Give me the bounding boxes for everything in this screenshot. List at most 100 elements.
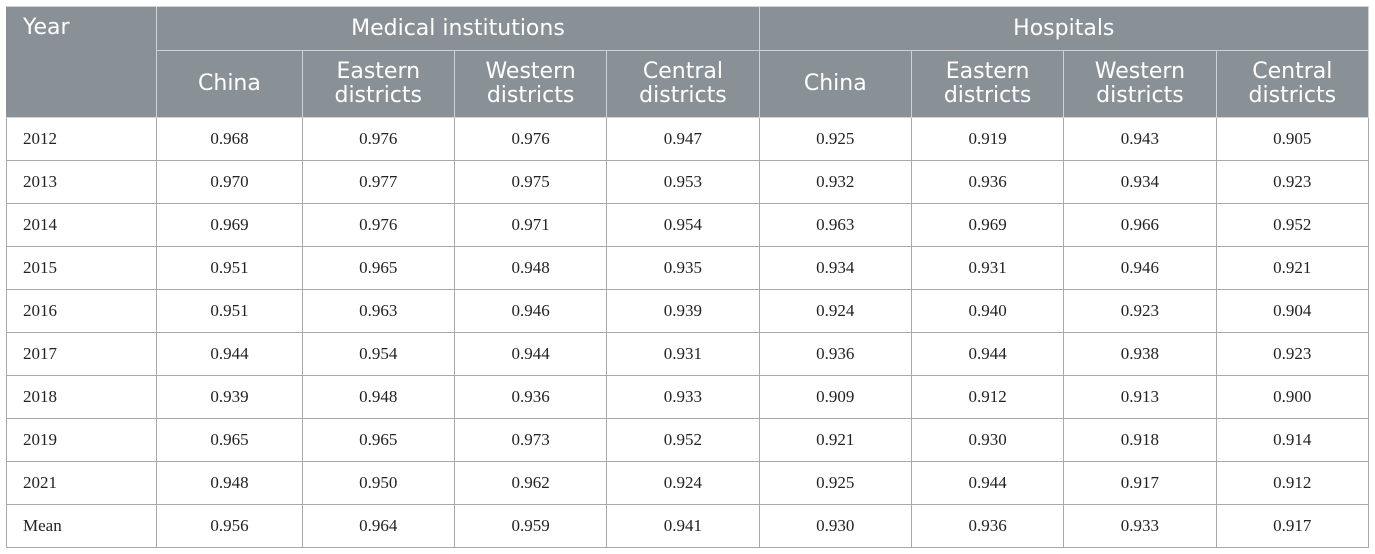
table-row: 2013 0.970 0.977 0.975 0.953 0.932 0.936 0.934 0…: [5, 160, 1370, 204]
value-cell: 0.912: [910, 375, 1065, 419]
value-cell: 0.959: [453, 504, 608, 548]
table-row: 2017 0.944 0.954 0.944 0.931 0.936 0.944 0.938 0…: [5, 332, 1370, 376]
subheader-h-eastern: Eastern districts: [910, 50, 1065, 118]
value-cell: 0.914: [1215, 418, 1370, 462]
subheader-line: China: [198, 71, 261, 96]
value-cell: 0.917: [1063, 461, 1217, 505]
value-cell: 0.965: [301, 418, 455, 462]
value-cell: 0.909: [758, 375, 912, 419]
subheader-line: Central: [642, 59, 723, 84]
value-cell: 0.930: [758, 504, 912, 548]
value-cell: 0.923: [1215, 160, 1370, 204]
row-year-cell: Mean: [5, 504, 158, 548]
row-year-cell: 2013: [5, 160, 158, 204]
row-year-cell: 2018: [5, 375, 158, 419]
table-row: Mean 0.956 0.964 0.959 0.941 0.930 0.936 0.933 0…: [5, 504, 1370, 548]
value-cell: 0.939: [156, 375, 303, 419]
value-cell: 0.965: [156, 418, 303, 462]
value-cell: 0.951: [156, 289, 303, 333]
subheader-h-western: Western districts: [1063, 50, 1217, 118]
subheader-mi-central: Central districts: [606, 50, 760, 118]
value-cell: 0.936: [910, 504, 1065, 548]
group-header-row: Year Medical institutions Hospitals: [5, 6, 1370, 118]
value-cell: 0.954: [606, 203, 760, 247]
subheader-line: districts: [486, 83, 575, 108]
value-cell: 0.933: [606, 375, 760, 419]
value-cell: 0.973: [453, 418, 608, 462]
value-cell: 0.946: [453, 289, 608, 333]
value-cell: 0.977: [301, 160, 455, 204]
value-cell: 0.930: [910, 418, 1065, 462]
value-cell: 0.953: [606, 160, 760, 204]
table-row: 2016 0.951 0.963 0.946 0.939 0.924 0.940 0.923 0…: [5, 289, 1370, 333]
value-cell: 0.921: [1215, 246, 1370, 290]
subheader-line: districts: [639, 83, 727, 108]
value-cell: 0.946: [1063, 246, 1217, 290]
table-header: Year Medical institutions Hospitals Chin…: [5, 6, 1370, 118]
value-cell: 0.970: [156, 160, 303, 204]
value-cell: 0.924: [758, 289, 912, 333]
value-cell: 0.931: [910, 246, 1065, 290]
value-cell: 0.904: [1215, 289, 1370, 333]
group-header-hospitals: Hospitals: [758, 6, 1370, 51]
value-cell: 0.925: [758, 117, 912, 161]
value-cell: 0.968: [156, 117, 303, 161]
subheader-line: Western: [485, 59, 576, 84]
row-year-cell: 2016: [5, 289, 158, 333]
value-cell: 0.966: [1063, 203, 1217, 247]
value-cell: 0.924: [606, 461, 760, 505]
value-cell: 0.923: [1215, 332, 1370, 376]
value-cell: 0.913: [1063, 375, 1217, 419]
table-row: 2012 0.968 0.976 0.976 0.947 0.925 0.919 0.943 0…: [5, 117, 1370, 161]
value-cell: 0.944: [453, 332, 608, 376]
table-row: 2021 0.948 0.950 0.962 0.924 0.925 0.944 0.917 0…: [5, 461, 1370, 505]
subheader-mi-eastern: Eastern districts: [301, 50, 455, 118]
value-cell: 0.969: [156, 203, 303, 247]
row-year-cell: 2017: [5, 332, 158, 376]
value-cell: 0.905: [1215, 117, 1370, 161]
value-cell: 0.923: [1063, 289, 1217, 333]
value-cell: 0.950: [301, 461, 455, 505]
table-row: 2018 0.939 0.948 0.936 0.933 0.909 0.912 0.913 0…: [5, 375, 1370, 419]
subheader-line: districts: [334, 83, 422, 108]
value-cell: 0.948: [453, 246, 608, 290]
value-cell: 0.952: [1215, 203, 1370, 247]
value-cell: 0.951: [156, 246, 303, 290]
value-cell: 0.975: [453, 160, 608, 204]
value-cell: 0.964: [301, 504, 455, 548]
value-cell: 0.969: [910, 203, 1065, 247]
value-cell: 0.935: [606, 246, 760, 290]
value-cell: 0.976: [453, 117, 608, 161]
value-cell: 0.912: [1215, 461, 1370, 505]
subheader-row: China Eastern districts Western districts …: [7, 50, 1370, 118]
value-cell: 0.976: [301, 117, 455, 161]
row-year-cell: 2012: [5, 117, 158, 161]
subheader-line: districts: [1248, 83, 1337, 108]
subheader-h-china: China: [758, 50, 912, 118]
value-cell: 0.956: [156, 504, 303, 548]
value-cell: 0.965: [301, 246, 455, 290]
value-cell: 0.936: [453, 375, 608, 419]
value-cell: 0.900: [1215, 375, 1370, 419]
table-body: 2012 0.968 0.976 0.976 0.947 0.925 0.919 0.943 0…: [5, 117, 1370, 548]
value-cell: 0.952: [606, 418, 760, 462]
value-cell: 0.938: [1063, 332, 1217, 376]
value-cell: 0.934: [1063, 160, 1217, 204]
subheader-mi-western: Western districts: [453, 50, 608, 118]
subheader-line: Eastern: [945, 59, 1030, 84]
value-cell: 0.944: [910, 461, 1065, 505]
value-cell: 0.917: [1215, 504, 1370, 548]
subheader-line: Central: [1252, 59, 1333, 84]
value-cell: 0.925: [758, 461, 912, 505]
row-year-cell: 2019: [5, 418, 158, 462]
value-cell: 0.971: [453, 203, 608, 247]
subheader-h-central: Central districts: [1215, 50, 1370, 118]
value-cell: 0.931: [606, 332, 760, 376]
value-cell: 0.940: [910, 289, 1065, 333]
subheader-line: districts: [1096, 83, 1184, 108]
value-cell: 0.963: [301, 289, 455, 333]
value-cell: 0.933: [1063, 504, 1217, 548]
value-cell: 0.941: [606, 504, 760, 548]
value-cell: 0.936: [758, 332, 912, 376]
value-cell: 0.932: [758, 160, 912, 204]
